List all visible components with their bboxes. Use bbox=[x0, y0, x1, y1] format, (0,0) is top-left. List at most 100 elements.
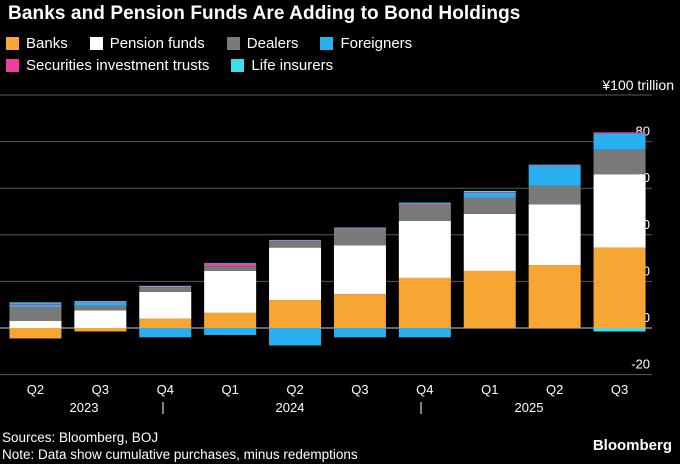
bar-segment-securities-investment-trusts bbox=[204, 263, 257, 267]
bar-segment-banks bbox=[528, 265, 581, 328]
bar-segment-pension-funds bbox=[139, 291, 192, 319]
bar-segment-securities-investment-trusts bbox=[528, 165, 581, 167]
bar-segment-life-insurers bbox=[463, 190, 516, 193]
x-tick-label: Q2 bbox=[286, 382, 303, 397]
legend-item-dealers: Dealers bbox=[226, 34, 299, 52]
x-tick-label: Q1 bbox=[481, 382, 498, 397]
bar-segment-life-insurers bbox=[9, 302, 62, 304]
bar-segment-securities-investment-trusts bbox=[269, 240, 322, 242]
legend-item-banks: Banks bbox=[6, 34, 68, 52]
bar-segment-securities-investment-trusts bbox=[9, 303, 62, 305]
bar-segment-foreigners bbox=[269, 328, 322, 346]
bar-segment-life-insurers bbox=[398, 202, 451, 204]
bar-segment-life-insurers bbox=[593, 328, 646, 332]
legend-label-dealers: Dealers bbox=[246, 34, 299, 52]
bar-segment-banks bbox=[9, 328, 62, 339]
legend-label-banks: Banks bbox=[26, 34, 68, 52]
sources-note: Sources: Bloomberg, BOJ bbox=[2, 430, 159, 445]
bar-segment-life-insurers bbox=[139, 285, 192, 287]
legend-label-foreigners: Foreigners bbox=[340, 34, 413, 52]
legend-label-pension-funds: Pension funds bbox=[109, 34, 205, 52]
bar-segment-life-insurers bbox=[74, 300, 127, 302]
bar-segment-pension-funds bbox=[204, 270, 257, 313]
y-tick-label: 0 bbox=[643, 310, 650, 325]
x-tick-label: Q2 bbox=[546, 382, 563, 397]
bar-segment-securities-investment-trusts bbox=[333, 228, 386, 230]
bar-segment-pension-funds bbox=[463, 213, 516, 271]
bar-segment-banks bbox=[463, 270, 516, 328]
data-note: Note: Data show cumulative purchases, mi… bbox=[2, 447, 358, 462]
bar-segment-dealers bbox=[528, 185, 581, 205]
x-tick-label: Q3 bbox=[92, 382, 109, 397]
bar-segment-securities-investment-trusts bbox=[593, 132, 646, 134]
bar-segment-pension-funds bbox=[269, 247, 322, 301]
bar-segment-securities-investment-trusts bbox=[139, 286, 192, 288]
year-label: 2025 bbox=[515, 400, 544, 415]
bar-segment-dealers bbox=[463, 197, 516, 214]
bar-segment-pension-funds bbox=[398, 220, 451, 278]
bar-segment-foreigners bbox=[398, 328, 451, 338]
bar-segment-banks bbox=[593, 247, 646, 328]
bar-segment-life-insurers bbox=[269, 239, 322, 241]
legend-swatch-banks bbox=[6, 36, 19, 50]
year-label: 2023 bbox=[70, 400, 99, 415]
x-tick-label: Q4 bbox=[416, 382, 433, 397]
year-label: 2024 bbox=[276, 400, 305, 415]
x-tick-label: Q3 bbox=[351, 382, 368, 397]
bloomberg-logo: Bloomberg bbox=[592, 437, 672, 454]
bar-segment-pension-funds bbox=[74, 310, 127, 328]
x-tick-label: Q2 bbox=[27, 382, 44, 397]
bar-segment-foreigners bbox=[204, 328, 257, 335]
bar-segment-foreigners bbox=[74, 302, 127, 306]
bar-segment-foreigners bbox=[528, 166, 581, 186]
y-axis-unit-label: ¥100 trillion bbox=[602, 77, 674, 93]
chart-title: Banks and Pension Funds Are Adding to Bo… bbox=[8, 3, 521, 24]
bar-segment-banks bbox=[398, 277, 451, 328]
bar-segment-pension-funds bbox=[9, 321, 62, 328]
legend-swatch-securities-investment-trusts bbox=[6, 58, 19, 72]
bar-segment-pension-funds bbox=[593, 174, 646, 248]
x-tick-label: Q4 bbox=[157, 382, 174, 397]
legend-swatch-dealers bbox=[226, 36, 240, 50]
bar-segment-pension-funds bbox=[333, 245, 386, 295]
y-tick-label: -20 bbox=[631, 357, 650, 372]
bar-segment-dealers bbox=[593, 149, 646, 175]
bar-segment-dealers bbox=[333, 228, 386, 246]
bar-segment-banks bbox=[74, 328, 127, 332]
bar-segment-banks bbox=[139, 318, 192, 328]
bar-segment-banks bbox=[204, 312, 257, 328]
bar-segment-securities-investment-trusts bbox=[74, 301, 127, 303]
bar-segment-dealers bbox=[9, 307, 62, 322]
legend-label-life-insurers: Life insurers bbox=[251, 56, 334, 74]
bar-segment-pension-funds bbox=[528, 204, 581, 266]
bar-segment-foreigners bbox=[139, 328, 192, 338]
legend-item-securities-investment-trusts: Securities investment trusts bbox=[6, 56, 209, 74]
bar-segment-banks bbox=[269, 300, 322, 328]
x-tick-label: Q3 bbox=[611, 382, 628, 397]
legend-swatch-pension-funds bbox=[89, 36, 103, 50]
legend-swatch-life-insurers bbox=[231, 58, 245, 72]
bar-segment-foreigners bbox=[463, 192, 516, 198]
bar-segment-life-insurers bbox=[528, 164, 581, 166]
bar-segment-life-insurers bbox=[204, 263, 257, 265]
bar-segment-dealers bbox=[398, 204, 451, 221]
x-tick-label: Q1 bbox=[221, 382, 238, 397]
legend-label-securities-investment-trusts: Securities investment trusts bbox=[26, 56, 210, 74]
legend-item-foreigners: Foreigners bbox=[320, 34, 412, 52]
bar-segment-securities-investment-trusts bbox=[463, 192, 516, 193]
bar-segment-banks bbox=[333, 294, 386, 328]
bar-segment-foreigners bbox=[593, 133, 646, 150]
bar-segment-dealers bbox=[139, 287, 192, 292]
bar-segment-dealers bbox=[269, 241, 322, 248]
bar-segment-dealers bbox=[204, 266, 257, 271]
bar-segment-foreigners bbox=[9, 304, 62, 308]
chart-legend: Banks Pension funds Dealers Foreigners S… bbox=[6, 34, 646, 74]
bar-segment-securities-investment-trusts bbox=[398, 203, 451, 205]
bar-segment-life-insurers bbox=[333, 227, 386, 229]
legend-item-pension-funds: Pension funds bbox=[89, 34, 205, 52]
bar-segment-foreigners bbox=[333, 328, 386, 338]
legend-swatch-foreigners bbox=[320, 36, 334, 50]
bar-segment-dealers bbox=[74, 305, 127, 311]
legend-item-life-insurers: Life insurers bbox=[231, 56, 333, 74]
